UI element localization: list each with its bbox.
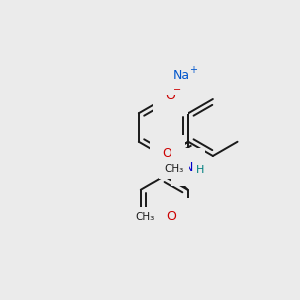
- Text: CH₃: CH₃: [164, 164, 183, 174]
- Text: O: O: [166, 210, 176, 223]
- Text: N: N: [184, 161, 193, 174]
- Text: CH₃: CH₃: [135, 212, 154, 222]
- Text: Na: Na: [173, 69, 190, 82]
- Text: H: H: [195, 165, 204, 175]
- Text: +: +: [189, 65, 197, 75]
- Text: O: O: [163, 147, 172, 160]
- Text: −: −: [173, 85, 181, 95]
- Text: O: O: [165, 89, 175, 102]
